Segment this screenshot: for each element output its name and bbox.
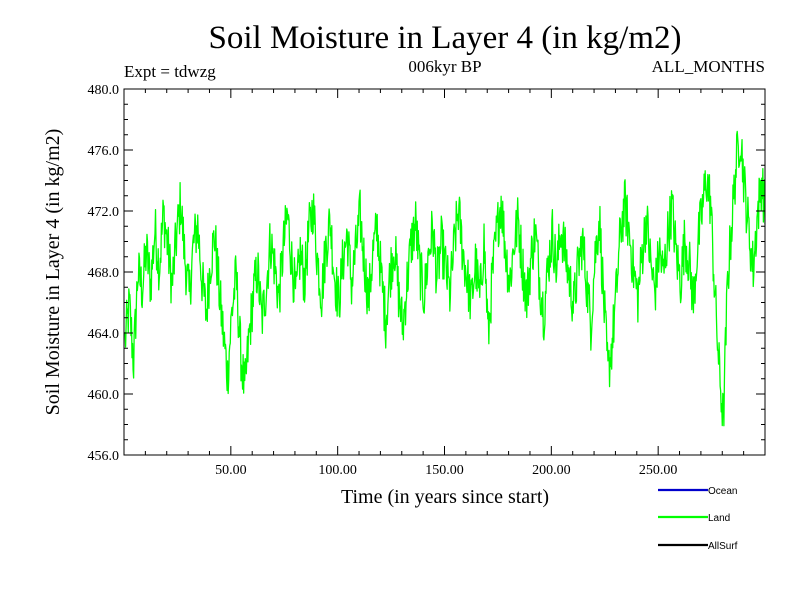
y-tick-label: 480.0 bbox=[88, 83, 120, 98]
y-tick-label: 476.0 bbox=[88, 144, 120, 159]
x-tick-label: 50.00 bbox=[215, 463, 247, 478]
x-axis-label: Time (in years since start) bbox=[341, 486, 549, 508]
axis-tick-labels: 456.0 460.0 464.0 468.0 472.0 476.0 480.0 50.00… bbox=[88, 83, 678, 478]
legend: Ocean Land AllSurf bbox=[658, 486, 738, 552]
y-tick-label: 460.0 bbox=[88, 388, 120, 403]
experiment-label: Expt = tdwzg bbox=[124, 62, 216, 81]
x-tick-label: 200.00 bbox=[532, 463, 571, 478]
axis-ticks bbox=[124, 88, 765, 456]
legend-label-allsurf: AllSurf bbox=[708, 541, 738, 552]
months-label: ALL_MONTHS bbox=[652, 57, 765, 76]
series-line-land bbox=[124, 130, 765, 427]
series-layer bbox=[124, 130, 765, 427]
x-tick-label: 100.00 bbox=[318, 463, 357, 478]
period-label: 006kyr BP bbox=[408, 57, 481, 76]
y-tick-label: 468.0 bbox=[88, 266, 120, 281]
x-tick-label: 250.00 bbox=[639, 463, 678, 478]
y-tick-label: 456.0 bbox=[88, 449, 120, 464]
chart-title: Soil Moisture in Layer 4 (in kg/m2) bbox=[209, 20, 682, 56]
x-tick-label: 150.00 bbox=[425, 463, 464, 478]
legend-label-ocean: Ocean bbox=[708, 486, 737, 497]
y-tick-label: 472.0 bbox=[88, 205, 120, 220]
y-axis-label: Soil Moisture in Layer 4 (in kg/m2) bbox=[42, 129, 64, 416]
legend-label-land: Land bbox=[708, 513, 730, 524]
y-tick-label: 464.0 bbox=[88, 327, 120, 342]
